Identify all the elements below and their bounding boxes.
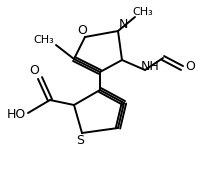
Text: O: O [185,61,195,74]
Text: N: N [118,18,128,30]
Text: S: S [76,135,84,148]
Text: HO: HO [6,108,26,121]
Text: CH₃: CH₃ [34,35,54,45]
Text: O: O [29,65,39,78]
Text: NH: NH [141,61,159,74]
Text: O: O [77,25,87,37]
Text: CH₃: CH₃ [133,7,153,17]
